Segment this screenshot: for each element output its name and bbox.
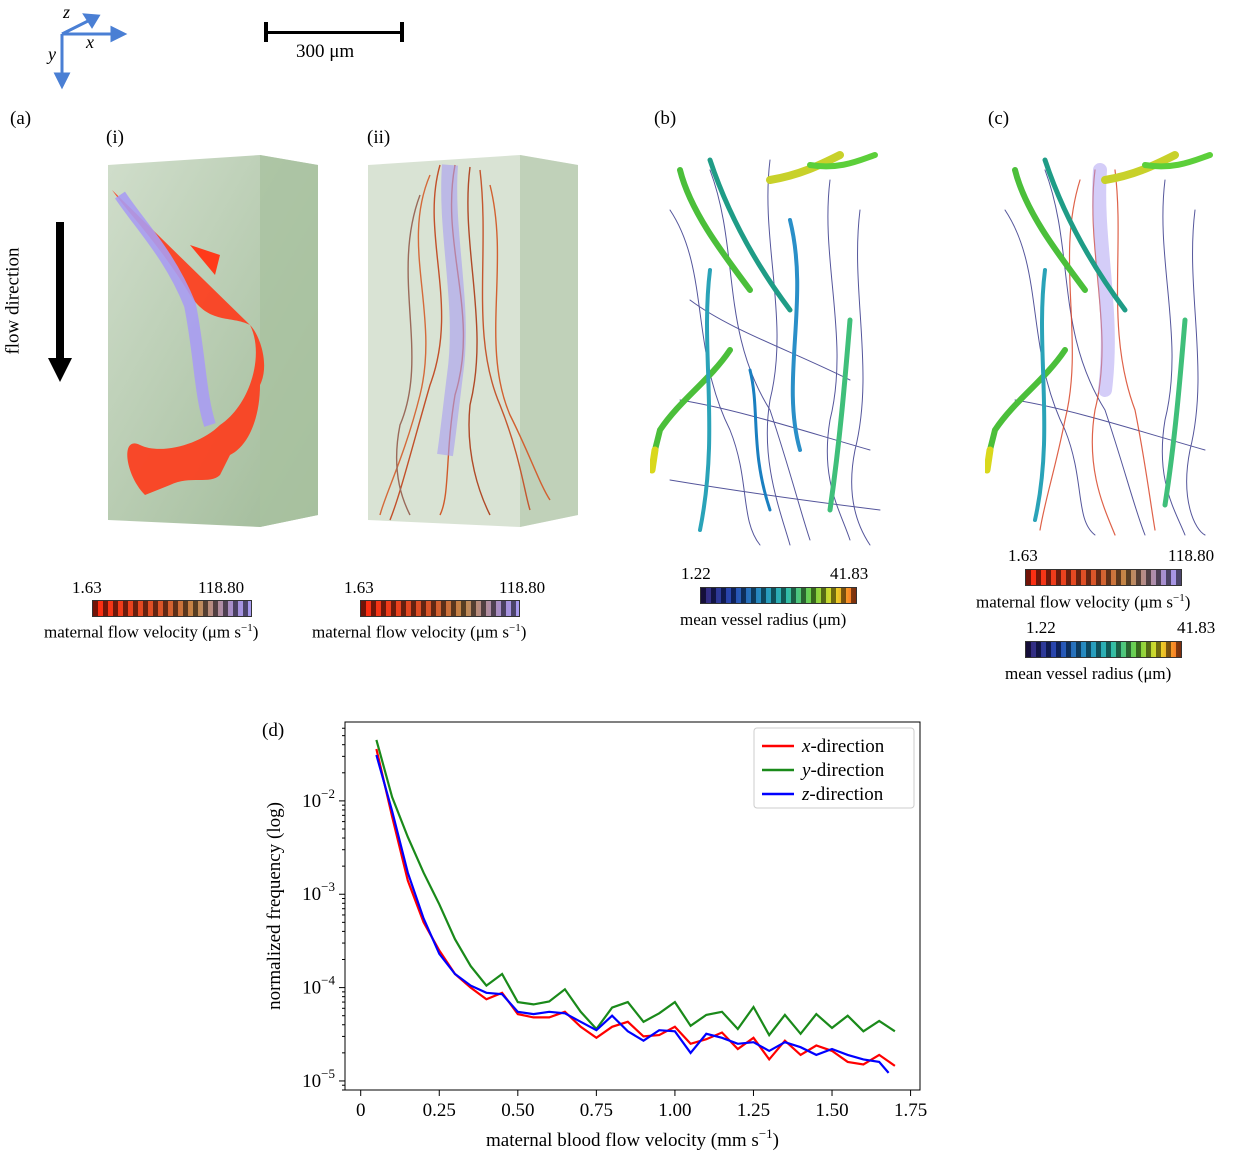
y-axis-label: y: [48, 44, 56, 64]
cb-c-radius-bar: [1025, 641, 1182, 658]
legend-label-y: y-direction: [800, 760, 885, 781]
x-tick-label: 1.00: [658, 1100, 691, 1121]
cb-a-ii-title: maternal flow velocity (μm s−1): [312, 622, 527, 642]
scale-bar-left-cap: [264, 22, 268, 42]
x-axis-label: x: [86, 32, 94, 52]
cb-a-i-title: maternal flow velocity (μm s−1): [44, 622, 259, 642]
cb-c-velocity-bar: [1025, 569, 1182, 586]
legend-label-z: z-direction: [801, 784, 884, 805]
plot-frame: [344, 721, 921, 1091]
panel-label-a-ii: (ii): [367, 127, 391, 148]
flow-direction-label: flow direction: [2, 247, 24, 355]
cb-c-vel-title: maternal flow velocity (μm s−1): [976, 592, 1191, 612]
cb-a-i-velocity-bar: [92, 600, 252, 617]
y-tick-label: 10−2: [302, 786, 335, 812]
cb-a-ii-min: 1.63: [344, 578, 374, 597]
cb-c-rad-max: 41.83: [1177, 618, 1216, 637]
z-axis-arrow: [61, 18, 91, 36]
cb-c-rad-min: 1.22: [1026, 618, 1056, 637]
series-line-z: [375, 754, 890, 1074]
cb-a-ii-velocity-bar: [360, 600, 520, 617]
cb-c-vel-max: 118.80: [1168, 546, 1215, 565]
scale-bar: [266, 31, 402, 34]
x-tick-label: 0: [356, 1100, 366, 1121]
x-tick-label: 0.25: [423, 1100, 456, 1121]
cb-c-rad-title: mean vessel radius (μm): [1005, 664, 1172, 683]
cb-b-min: 1.22: [681, 564, 711, 583]
x-tick-label: 1.50: [815, 1100, 848, 1121]
x-tick-label: 0.50: [501, 1100, 534, 1121]
series-line-y: [375, 739, 896, 1038]
cb-b-max: 41.83: [830, 564, 869, 583]
cb-a-i-min: 1.63: [72, 578, 102, 597]
cb-b-title: mean vessel radius (μm): [680, 610, 847, 629]
scale-bar-label: 300 μm: [296, 41, 355, 62]
y-axis-label: normalized frequency (log): [264, 802, 285, 1010]
cb-a-i-max: 118.80: [198, 578, 245, 597]
panel-label-c: (c): [988, 108, 1010, 129]
y-tick-label: 10−3: [302, 879, 335, 905]
scale-bar-right-cap: [400, 22, 404, 42]
panel-c-render: [985, 151, 1213, 536]
flow-direction-arrow: [48, 222, 72, 382]
legend-label-x: x-direction: [801, 736, 885, 757]
panel-a-ii-render: [368, 155, 578, 527]
cb-b-radius-bar: [700, 587, 857, 604]
y-tick-label: 10−4: [302, 973, 335, 999]
legend-box: [753, 727, 915, 809]
panel-label-b: (b): [654, 108, 677, 129]
z-axis-label: z: [63, 2, 71, 22]
chart-title: (d): [262, 720, 285, 741]
cb-c-vel-min: 1.63: [1008, 546, 1038, 565]
y-tick-label: 10−5: [302, 1066, 335, 1092]
chart-d: 0 0.25 0.50 0.75 1.00 1.25 1.50 1.75 10−5 10−4 10−…: [264, 721, 927, 1151]
panel-a-i-render: [108, 155, 318, 527]
panel-b-render: [650, 151, 881, 546]
orientation-axes: [53, 13, 128, 90]
x-tick-label: 0.75: [580, 1100, 613, 1121]
x-tick-label: 1.25: [737, 1100, 770, 1121]
panel-label-a-i: (i): [106, 127, 124, 148]
cb-a-ii-max: 118.80: [499, 578, 546, 597]
x-tick-label: 1.75: [894, 1100, 927, 1121]
panel-label-a: (a): [10, 108, 32, 129]
x-axis-label: maternal blood flow velocity (mm s−1): [486, 1126, 779, 1151]
flow-direction-label-wrap: flow direction: [3, 232, 45, 372]
